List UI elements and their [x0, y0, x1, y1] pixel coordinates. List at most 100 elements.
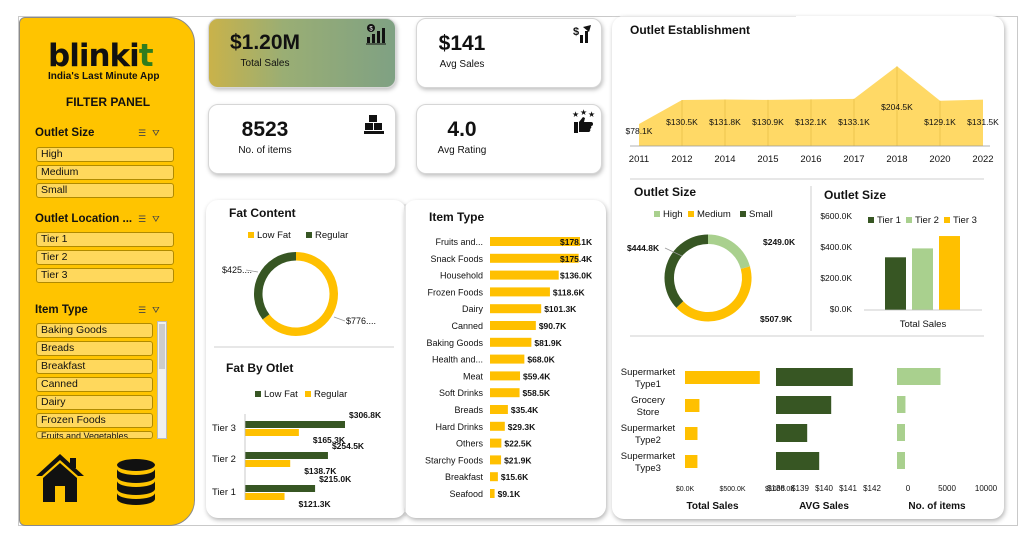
multi-select-icon[interactable]: ☰: [138, 214, 153, 224]
item-type-bar-hard-drinks[interactable]: [490, 421, 505, 431]
outlet-location-ytick-0: $600.0K: [820, 211, 852, 221]
outlet-size-slice-0[interactable]: [707, 234, 751, 270]
item-type-bar-breakfast[interactable]: [490, 472, 498, 482]
outlet-establishment-label-2020: $129.1K: [924, 117, 956, 127]
fat-by-outlet-bar-tier-3-regular[interactable]: [245, 429, 299, 436]
kpi-avg-rating-value: 4.0: [447, 118, 477, 141]
slicer-controls-outlet-size[interactable]: ☰⛛: [138, 128, 166, 139]
item-type-bar-soft-drinks[interactable]: [490, 388, 520, 398]
outlet-type-bar-avg-sales-grocery-store[interactable]: [776, 396, 832, 414]
outlet-establishment-label-2016: $132.1K: [795, 117, 827, 127]
outlet-type-bar-no-of-items-supermarket-type1[interactable]: [897, 368, 941, 385]
slicer-item-tier-2[interactable]: Tier 2: [36, 250, 174, 265]
clear-filter-icon[interactable]: ⛛: [152, 305, 166, 315]
slicer-item-dairy[interactable]: Dairy: [36, 395, 153, 410]
outlet-type-bar-total-sales-grocery-store[interactable]: [685, 399, 700, 412]
kpi-card-number-of-items: 8523 No. of items: [208, 104, 396, 174]
item-type-bar-meat[interactable]: [490, 371, 521, 381]
slicer-item-frozen-foods[interactable]: Frozen Foods: [36, 413, 153, 428]
outlet-size-label-high: $249.0K: [763, 237, 796, 247]
item-type-bar-seafood[interactable]: [490, 489, 495, 498]
outlet-location-bar-tier-3[interactable]: [939, 236, 960, 310]
outlet-type-bar-avg-sales-supermarket-type1[interactable]: [776, 368, 853, 386]
fat-by-outlet-bar-tier-3-low-fat[interactable]: [245, 421, 345, 428]
item-type-bar-baking-goods[interactable]: [490, 337, 532, 347]
slicer-controls-outlet-location[interactable]: ☰⛛: [138, 214, 166, 225]
outlet-type-bar-avg-sales-supermarket-type2[interactable]: [776, 424, 808, 442]
item-type-bar-starchy-foods[interactable]: [490, 455, 502, 465]
fat-by-outlet-category-tier-3: Tier 3: [212, 423, 236, 434]
outlet-type-bar-no-of-items-grocery-store[interactable]: [897, 396, 906, 413]
outlet-location-ytick-1: $400.0K: [820, 242, 852, 252]
outlet-establishment-year-2016: 2016: [800, 154, 821, 165]
kpi-items-label: No. of items: [238, 145, 292, 156]
outlet-type-category-supermarket-type3-1: Type3: [635, 463, 661, 474]
outlet-establishment-year-2022: 2022: [972, 154, 993, 165]
outlet-size-slice-2[interactable]: [664, 234, 709, 309]
database-icon[interactable]: [115, 458, 157, 506]
item-type-bar-canned[interactable]: [490, 321, 536, 330]
kpi-avg-sales-label: Avg Sales: [439, 59, 485, 70]
slicer-item-canned[interactable]: Canned: [36, 377, 153, 392]
outlet-type-tick-no-of-items-1: 5000: [938, 484, 956, 493]
item-type-bar-fruits-and[interactable]: [490, 237, 580, 246]
fat-content-donut: $425.... $776....: [222, 251, 376, 337]
outlet-location-bar-tier-2[interactable]: [912, 248, 933, 310]
outlet-type-bar-no-of-items-supermarket-type2[interactable]: [897, 424, 905, 441]
item-type-bar-frozen-foods[interactable]: [490, 287, 550, 297]
item-type-bar-snack-foods[interactable]: [490, 253, 579, 263]
slicer-item-baking-goods[interactable]: Baking Goods: [36, 323, 153, 338]
item-type-category-household: Household: [440, 271, 483, 281]
slicer-controls-item-type[interactable]: ☰⛛: [138, 305, 166, 316]
multi-select-icon[interactable]: ☰: [138, 305, 153, 315]
outlet-size-slice-1[interactable]: [675, 266, 752, 322]
slicer-item-breads[interactable]: Breads: [36, 341, 153, 356]
item-type-label-seafood: $9.1K: [498, 489, 522, 499]
slicer-scrollbar[interactable]: [157, 321, 167, 439]
item-type-label-others: $22.5K: [504, 439, 532, 449]
slicer-item-tier-3[interactable]: Tier 3: [36, 268, 174, 283]
home-icon[interactable]: [34, 452, 86, 504]
item-type-category-others: Others: [456, 439, 484, 449]
boxes-icon: [364, 115, 384, 134]
clear-filter-icon[interactable]: ⛛: [152, 214, 166, 224]
item-type-bar-health-and[interactable]: [490, 354, 525, 364]
multi-select-icon[interactable]: ☰: [138, 128, 153, 138]
outlet-location-bar-tier-1[interactable]: [885, 257, 906, 310]
item-type-category-health-and: Health and...: [432, 355, 483, 365]
outlet-size-bar-chart: Tier 1 Tier 2 Tier 3 $600.0K $400.0K $200.0K $…: [820, 211, 982, 330]
svg-text:$: $: [573, 26, 579, 38]
fat-by-outlet-bar-tier-1-regular[interactable]: [245, 493, 285, 500]
outlet-type-bar-no-of-items-supermarket-type3[interactable]: [897, 452, 905, 469]
slicer-item-small[interactable]: Small: [36, 183, 174, 198]
clear-filter-icon[interactable]: ⛛: [152, 128, 166, 138]
slicer-item-breakfast[interactable]: Breakfast: [36, 359, 153, 374]
slicer-item-medium[interactable]: Medium: [36, 165, 174, 180]
outlet-type-bar-avg-sales-supermarket-type3[interactable]: [776, 452, 820, 470]
fat-content-slice-1[interactable]: [253, 251, 297, 320]
item-type-bar-others[interactable]: [490, 438, 502, 448]
fat-by-outlet-bar-tier-2-low-fat[interactable]: [245, 452, 328, 459]
fat-by-outlet-bar-tier-1-low-fat[interactable]: [245, 485, 316, 492]
fat-by-outlet-label-tier-3-regular: $165.3K: [313, 435, 346, 445]
outlet-type-tick-avg-sales-2: $140: [815, 484, 833, 493]
item-type-bar-household[interactable]: [490, 270, 559, 280]
fat-content-label-regular: $776....: [346, 316, 376, 326]
fat-content-label-low-fat: $425....: [222, 265, 252, 275]
fat-by-outlet-category-tier-2: Tier 2: [212, 454, 236, 465]
item-type-bar-dairy[interactable]: [490, 304, 542, 314]
slicer-item-fruits-and-vegetables[interactable]: Fruits and Vegetables: [36, 431, 153, 439]
slicer-item-tier-1[interactable]: Tier 1: [36, 232, 174, 247]
outlet-size-bar-title: Outlet Size: [824, 188, 886, 202]
slicer-item-high[interactable]: High: [36, 147, 174, 162]
outlet-type-bar-total-sales-supermarket-type1[interactable]: [685, 371, 760, 384]
fat-by-outlet-category-tier-1: Tier 1: [212, 487, 236, 498]
outlet-type-bar-total-sales-supermarket-type3[interactable]: [685, 455, 698, 468]
slicer-scrollbar-thumb[interactable]: [159, 324, 165, 369]
fat-by-outlet-bar-tier-2-regular[interactable]: [245, 460, 291, 467]
outlet-type-bar-total-sales-supermarket-type2[interactable]: [685, 427, 698, 440]
outlet-location-legend-swatch-2: [944, 217, 950, 223]
kpi-card-avg-rating: 4.0 Avg Rating ★ ★ ★: [416, 104, 602, 174]
fat-content-slice-0[interactable]: [262, 251, 339, 337]
item-type-bar-breads[interactable]: [490, 405, 508, 414]
